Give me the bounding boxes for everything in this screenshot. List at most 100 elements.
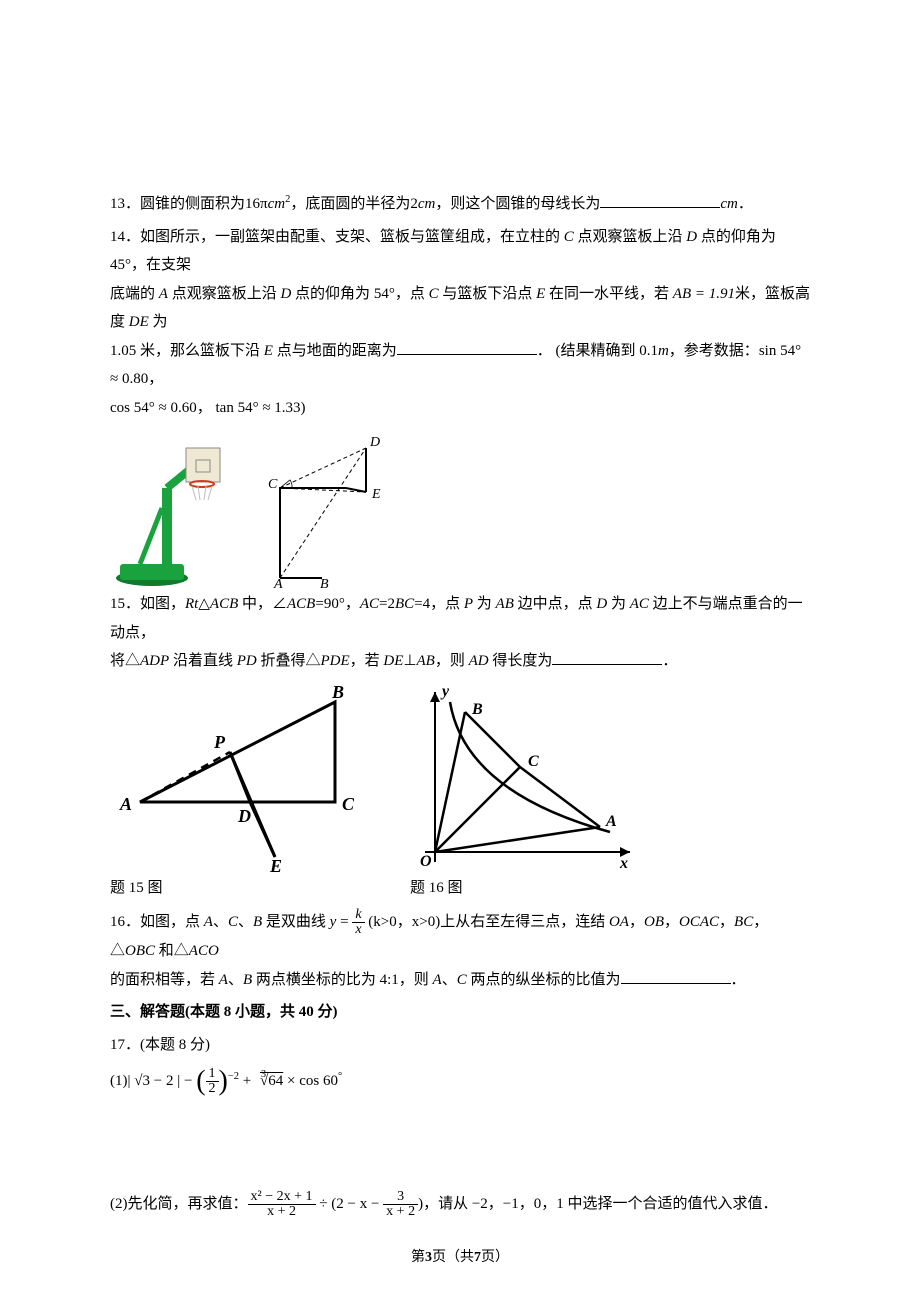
p1-sqrt3: √3: [134, 1073, 150, 1089]
q14-l1a: ．如图所示，一副篮架由配重、支架、篮板与篮筐组成，在立柱的: [125, 229, 564, 245]
f-c: 页）: [481, 1250, 509, 1265]
q16-bc: BC: [734, 914, 753, 930]
q14-l1b: 点观察篮板上沿: [574, 229, 687, 245]
q15-l1i: 为: [607, 596, 630, 612]
q15-l1g: 为: [473, 596, 496, 612]
p2-label: (2): [110, 1196, 128, 1212]
q16-c1: ，: [629, 914, 644, 930]
q16-C: C: [528, 753, 539, 770]
q15-l2b: 沿着直线: [169, 653, 237, 669]
q17-part1: (1)| √3 − 2 | − (12)−2 + 3√64 × cos 60°: [110, 1067, 810, 1096]
p2-f1d: x + 2: [248, 1205, 316, 1219]
q14-l2f: 在同一水平线，若: [545, 286, 673, 302]
p2-f2n: 3: [383, 1190, 418, 1205]
q14-l3e: ，: [148, 371, 163, 387]
p1-hd: 2: [206, 1082, 219, 1096]
q14-num: 14: [110, 229, 125, 245]
q16-l2c: 两点横坐标的比为 4:1，则: [252, 972, 432, 988]
q16-eq: =: [336, 914, 352, 930]
q15-l1b: △: [198, 596, 210, 612]
q15-ab2: AB: [416, 653, 434, 669]
workspace-1: [110, 1100, 810, 1190]
q15-acb: ACB: [210, 596, 238, 612]
q15-A: A: [119, 794, 132, 814]
p2-tail: ，请从 −2，−1，0，1 中选择一个合适的值代入求值．: [423, 1196, 777, 1212]
q14-l2d: ，点: [395, 286, 429, 302]
q16-l2f: ．: [731, 972, 746, 988]
lbl-D: D: [369, 435, 380, 450]
q15-l2e: ⊥: [403, 653, 416, 669]
q15-ad: AD: [469, 653, 489, 669]
question-17: 17．(本题 8 分): [110, 1031, 810, 1060]
q14-l3a: 1.05 米，那么篮板下沿: [110, 343, 264, 359]
q14-l1c: 点的仰角为: [697, 229, 776, 245]
hoop-illustration: [110, 438, 230, 588]
q15-bc: BC: [395, 596, 414, 612]
q13-blank: [600, 192, 720, 208]
caption-15: 题 15 图: [110, 874, 410, 903]
q16-x: x: [355, 922, 361, 937]
q16-O: O: [420, 853, 432, 870]
q16-c3: ，: [719, 914, 734, 930]
q16-l1b: 、: [213, 914, 228, 930]
q14-l3c: ． (结果精确到 0.1: [537, 343, 658, 359]
q16-l2e: 两点的纵坐标的比值为: [467, 972, 621, 988]
q15-l1c: 中，∠: [238, 596, 287, 612]
page: 13．圆锥的侧面积为16πcm2，底面圆的半径为2cm，则这个圆锥的母线长为cm…: [0, 0, 920, 1302]
q15-num: 15: [110, 596, 125, 612]
p1-times: × cos 60: [283, 1073, 338, 1089]
q13-u1: cm: [268, 196, 286, 212]
q16-oa: OA: [609, 914, 629, 930]
q14-figures: A B C D E: [110, 428, 810, 588]
q16-l1a: ．如图，点: [125, 914, 204, 930]
q14-l2h: 为: [149, 314, 168, 330]
q14-l2b: 点观察篮板上沿: [168, 286, 281, 302]
p1-r3: 3: [261, 1069, 266, 1080]
q16-ocac: OCAC: [679, 914, 719, 930]
q16-and: 和△: [155, 943, 189, 959]
q14-l1d: ，在支架: [131, 257, 191, 273]
question-16: 16．如图，点 A、C、B 是双曲线 y = kx (k>0，x>0)上从右至左…: [110, 908, 810, 994]
q15-C: C: [342, 794, 355, 814]
lbl-B: B: [320, 577, 329, 588]
q16-l2a: 的面积相等，若: [110, 972, 219, 988]
q15-l2c: 折叠得△: [257, 653, 321, 669]
q13-d: ．: [738, 196, 753, 212]
q14-l3d: ，参考数据：: [669, 343, 759, 359]
q16-b2: B: [243, 972, 252, 988]
q16-c2: ，: [664, 914, 679, 930]
p1-minus: −: [180, 1073, 196, 1089]
f-a: 第: [411, 1250, 425, 1265]
figure-captions: 题 15 图 题 16 图: [110, 874, 810, 903]
q15-l2h: ．: [662, 653, 677, 669]
f-t: 7: [474, 1250, 481, 1265]
q15-ab: AB: [496, 596, 514, 612]
q14-ang2: 54°: [374, 286, 395, 302]
p1-m2: − 2: [150, 1073, 173, 1089]
q15-D: D: [237, 806, 251, 826]
q16-x: x: [619, 855, 628, 872]
q16-l1e: 上从右至左得三点，连结: [440, 914, 609, 930]
q13-v1: 16π: [245, 196, 268, 212]
section-3-title: 三、解答题(本题 8 小题，共 40 分): [110, 998, 810, 1027]
q13-num: 13: [110, 196, 125, 212]
q16-c2b: C: [457, 972, 467, 988]
p1-label: (1): [110, 1073, 128, 1089]
p2-pre: 先化简，再求值：: [128, 1196, 248, 1212]
q15-l1e: =2: [379, 596, 395, 612]
q15-l2a: 将△: [110, 653, 140, 669]
q15-l2g: 得长度为: [489, 653, 553, 669]
q16-ob: OB: [644, 914, 664, 930]
q14-blank: [397, 339, 537, 355]
q16-num: 16: [110, 914, 125, 930]
q15-blank: [552, 649, 662, 665]
q15-acb2: ACB: [287, 596, 315, 612]
q15-rt: Rt: [185, 596, 198, 612]
q13-v2: 2: [410, 196, 418, 212]
q16-obc: OBC: [125, 943, 155, 959]
q14-cos: cos 54° ≈ 0.60: [110, 400, 197, 416]
q13-c: ，则这个圆锥的母线长为: [435, 196, 600, 212]
q16-y: y: [440, 683, 450, 700]
p1-exp: −2: [228, 1071, 239, 1082]
q16-a3: A: [433, 972, 442, 988]
